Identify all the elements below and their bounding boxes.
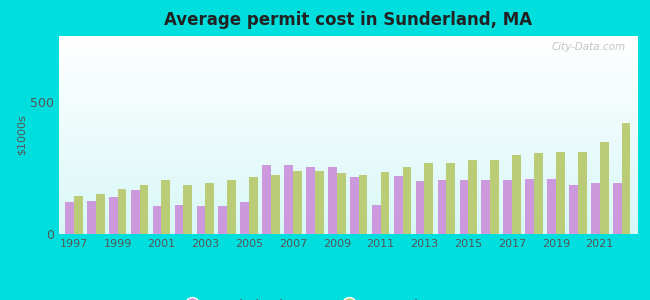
Bar [613, 182, 621, 234]
Y-axis label: $1000s: $1000s [17, 115, 27, 155]
Bar [350, 177, 359, 234]
Bar [153, 206, 161, 234]
Bar [65, 202, 74, 234]
Bar [394, 176, 402, 234]
Bar [87, 201, 96, 234]
Bar [402, 167, 411, 234]
Bar [534, 154, 543, 234]
Bar [263, 165, 271, 234]
Bar [196, 206, 205, 234]
Bar [175, 205, 183, 234]
Bar [381, 172, 389, 234]
Bar [416, 181, 424, 234]
Bar [240, 202, 249, 234]
Title: Average permit cost in Sunderland, MA: Average permit cost in Sunderland, MA [164, 11, 532, 29]
Bar [249, 177, 258, 234]
Bar [183, 185, 192, 234]
Bar [600, 142, 608, 234]
Text: City-Data.com: City-Data.com [551, 42, 625, 52]
Bar [161, 180, 170, 234]
Bar [547, 178, 556, 234]
Bar [227, 180, 236, 234]
Bar [293, 171, 302, 234]
Bar [621, 123, 630, 234]
Bar [140, 185, 148, 234]
Bar [556, 152, 565, 234]
Bar [490, 160, 499, 234]
Bar [218, 206, 227, 234]
Bar [569, 185, 578, 234]
Bar [512, 155, 521, 234]
Bar [503, 180, 512, 234]
Bar [372, 205, 381, 234]
Bar [424, 163, 433, 234]
Bar [96, 194, 105, 234]
Bar [525, 178, 534, 234]
Bar [74, 196, 83, 234]
Bar [437, 180, 447, 234]
Bar [284, 165, 293, 234]
Bar [337, 173, 346, 234]
Bar [468, 160, 477, 234]
Bar [315, 171, 324, 234]
Bar [460, 180, 468, 234]
Bar [271, 175, 280, 234]
Bar [306, 167, 315, 234]
Bar [482, 180, 490, 234]
Bar [447, 163, 455, 234]
Bar [578, 152, 586, 234]
Bar [205, 182, 214, 234]
Bar [118, 189, 127, 234]
Bar [109, 197, 118, 234]
Legend: Sunderland town, Massachusetts average: Sunderland town, Massachusetts average [175, 294, 521, 300]
Bar [359, 175, 367, 234]
Bar [591, 182, 600, 234]
Bar [131, 190, 140, 234]
Bar [328, 167, 337, 234]
